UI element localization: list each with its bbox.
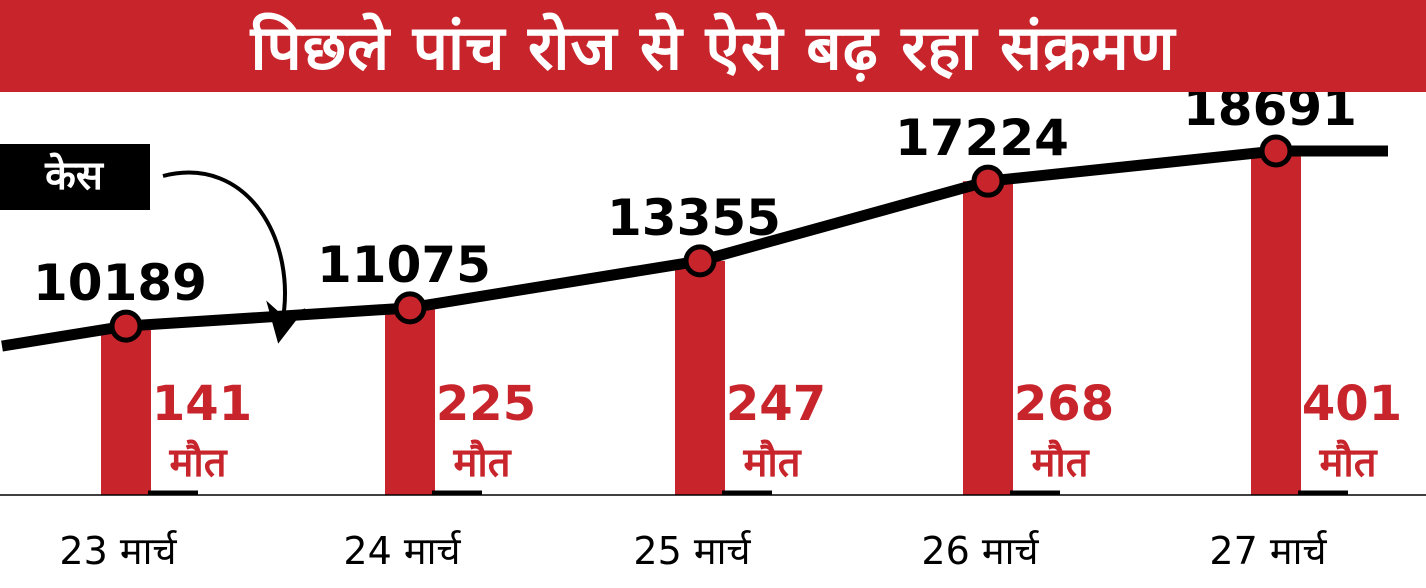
case-label-1: 10189 <box>33 254 207 312</box>
legend-label: केस <box>44 152 105 199</box>
legend-arrow <box>162 170 306 344</box>
death-label-2: मौत <box>452 439 511 486</box>
case-label-4: 17224 <box>895 109 1069 167</box>
death-value-3: 247 <box>726 376 826 432</box>
death-value-5: 401 <box>1302 376 1402 432</box>
death-value-2: 225 <box>436 376 536 432</box>
case-point-1 <box>109 309 143 343</box>
x-tick-label-5: 27 मार्च <box>1209 529 1327 573</box>
case-label-2: 11075 <box>317 236 491 294</box>
bar-1 <box>101 326 151 495</box>
death-label-1: मौत <box>168 439 227 486</box>
case-point-4 <box>971 164 1005 198</box>
case-point-2 <box>393 291 427 325</box>
bar-4 <box>963 181 1013 495</box>
x-tick-label-1: 23 मार्च <box>59 529 177 573</box>
x-tick-label-2: 24 मार्च <box>343 529 461 573</box>
case-point-5 <box>1259 134 1293 168</box>
case-point-3 <box>683 244 717 278</box>
case-label-5: 18691 <box>1183 92 1357 137</box>
bar-5 <box>1251 150 1301 495</box>
infection-chart: केस 10189 141 मौत 23 मार्च 11075 225 मौत 24 मार… <box>0 92 1426 573</box>
case-label-3: 13355 <box>607 189 781 247</box>
death-value-1: 141 <box>152 376 252 432</box>
death-label-3: मौत <box>742 439 801 486</box>
x-tick-label-4: 26 मार्च <box>921 529 1039 573</box>
death-value-4: 268 <box>1014 376 1114 432</box>
bar-2 <box>385 307 435 495</box>
x-tick-label-3: 25 मार्च <box>633 529 751 573</box>
death-label-4: मौत <box>1030 439 1089 486</box>
chart-title: पिछले पांच रोज से ऐसे बढ़ रहा संक्रमण <box>0 0 1426 92</box>
bar-3 <box>675 260 725 495</box>
legend-box <box>0 144 150 210</box>
death-label-5: मौत <box>1318 439 1377 486</box>
